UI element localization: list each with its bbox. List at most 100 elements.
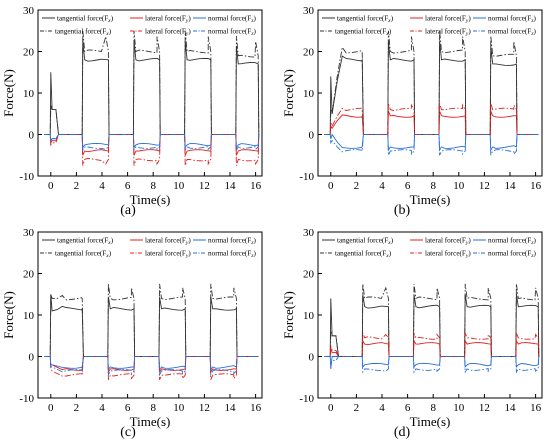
legend: tangential force(Fx) lateral force(Fy) nor… (40, 15, 256, 38)
y-tick-label: 10 (23, 310, 35, 322)
x-tick-label: 16 (530, 180, 542, 192)
x-axis-label: Time(s) (130, 414, 171, 429)
legend-label-lat_meas: lateral force(Fy) (425, 237, 471, 247)
y-axis-label: Force(N) (1, 69, 16, 117)
y-tick-label: 0 (309, 352, 315, 364)
legend-label-nor_meas: normal force(Fz) (208, 237, 256, 247)
y-tick-label: 30 (303, 5, 315, 17)
series-meas-tangential (324, 41, 539, 135)
series-meas-normal (44, 134, 260, 149)
x-tick-label: 10 (453, 402, 465, 414)
legend-label-tan_meas: tangential force(Fx) (337, 237, 394, 247)
legend-label-nor_sim: normal force(Fz) (208, 28, 256, 38)
legend-label-nor_sim: normal force(Fz) (488, 28, 536, 38)
legend-label-nor_sim: normal force(Fz) (208, 250, 256, 260)
x-tick-label: 14 (225, 180, 237, 192)
panel-d: 0 2 4 6 8 10 12 14 16 -10 0 10 20 30 Time(s) Force(N) ta… (281, 227, 543, 440)
x-axis-label: Time(s) (130, 192, 171, 207)
y-tick-label: -10 (19, 393, 34, 405)
panel-a: 0 2 4 6 8 10 12 14 16 -10 0 10 20 30 Time(s) Force(N) ta… (1, 5, 263, 218)
x-tick-label: 10 (173, 402, 185, 414)
y-tick-label: -10 (299, 171, 314, 183)
y-tick-label: 20 (303, 269, 315, 281)
series-meas-normal (44, 356, 259, 371)
x-tick-label: 16 (250, 402, 262, 414)
y-axis-label: Force(N) (1, 291, 16, 339)
y-tick-label: 30 (23, 5, 35, 17)
x-tick-label: 8 (430, 180, 436, 192)
y-tick-label: 20 (303, 47, 315, 59)
plot-area (324, 283, 540, 374)
y-tick-label: 10 (23, 88, 35, 100)
x-axis-label: Time(s) (410, 414, 451, 429)
y-tick-label: 10 (303, 88, 315, 100)
series-sim-lateral (324, 103, 539, 135)
x-tick-label: 6 (125, 180, 131, 192)
x-tick-label: 16 (530, 402, 542, 414)
legend-label-tan_meas: tangential force(Fx) (57, 237, 114, 247)
y-tick-label: 20 (23, 269, 35, 281)
panel-label: (a) (120, 203, 136, 218)
legend-label-lat_sim: lateral force(Fy) (145, 250, 191, 260)
legend-label-tan_meas: tangential force(Fx) (337, 15, 394, 25)
y-tick-label: 0 (29, 130, 35, 142)
series-sim-normal (324, 356, 540, 374)
x-tick-label: 12 (479, 402, 490, 414)
x-tick-label: 0 (48, 402, 54, 414)
x-tick-label: 8 (430, 402, 436, 414)
legend: tangential force(Fx) lateral force(Fy) nor… (320, 15, 536, 38)
series-meas-normal (324, 133, 539, 152)
y-tick-label: 30 (23, 227, 35, 239)
series-meas-lateral (324, 111, 539, 135)
x-tick-label: 12 (479, 180, 490, 192)
x-tick-label: 8 (150, 402, 156, 414)
legend-label-nor_sim: normal force(Fz) (488, 250, 536, 260)
series-sim-tangential (324, 30, 539, 135)
x-tick-label: 0 (48, 180, 54, 192)
x-tick-label: 2 (74, 402, 80, 414)
legend-label-tan_sim: tangential force(Fx) (335, 250, 392, 260)
legend-label-lat_sim: lateral force(Fy) (425, 28, 471, 38)
panel-label: (b) (394, 203, 411, 218)
x-tick-label: 10 (173, 180, 185, 192)
y-axis-label: Force(N) (281, 291, 296, 339)
x-tick-label: 12 (199, 402, 210, 414)
series-meas-normal (324, 356, 540, 369)
plot-area (324, 30, 539, 156)
x-tick-label: 4 (99, 402, 105, 414)
x-tick-label: 10 (453, 180, 465, 192)
legend-label-tan_sim: tangential force(Fx) (55, 250, 112, 260)
legend-label-lat_meas: lateral force(Fy) (145, 237, 191, 247)
legend-label-lat_meas: lateral force(Fy) (145, 15, 191, 25)
y-tick-label: 0 (29, 352, 35, 364)
series-meas-tangential (44, 41, 260, 135)
series-sim-normal (324, 134, 539, 156)
plot-area (44, 283, 259, 380)
y-tick-label: 30 (303, 227, 315, 239)
y-tick-label: 20 (23, 47, 35, 59)
legend-label-nor_meas: normal force(Fz) (488, 15, 536, 25)
x-tick-label: 2 (354, 180, 360, 192)
legend: tangential force(Fx) lateral force(Fy) nor… (40, 237, 256, 260)
x-tick-label: 4 (379, 402, 385, 414)
legend-label-tan_sim: tangential force(Fx) (55, 28, 112, 38)
y-axis-label: Force(N) (281, 69, 296, 117)
panel-b: 0 2 4 6 8 10 12 14 16 -10 0 10 20 30 Time(s) Force(N) ta… (281, 5, 543, 218)
x-tick-label: 6 (125, 402, 131, 414)
series-sim-normal (44, 134, 260, 152)
x-tick-label: 14 (505, 402, 517, 414)
panel-label: (d) (394, 425, 411, 440)
panel-label: (c) (120, 425, 136, 440)
y-tick-label: -10 (19, 171, 34, 183)
series-meas-tangential (44, 294, 259, 357)
series-sim-tangential (324, 283, 540, 357)
series-meas-lateral (324, 339, 540, 357)
series-sim-lateral (44, 134, 260, 166)
series-meas-tangential (324, 294, 540, 357)
x-tick-label: 6 (405, 180, 411, 192)
legend: tangential force(Fx) lateral force(Fy) nor… (320, 237, 536, 260)
legend-label-nor_meas: normal force(Fz) (488, 237, 536, 247)
legend-label-lat_sim: lateral force(Fy) (145, 28, 191, 38)
x-tick-label: 14 (225, 402, 237, 414)
